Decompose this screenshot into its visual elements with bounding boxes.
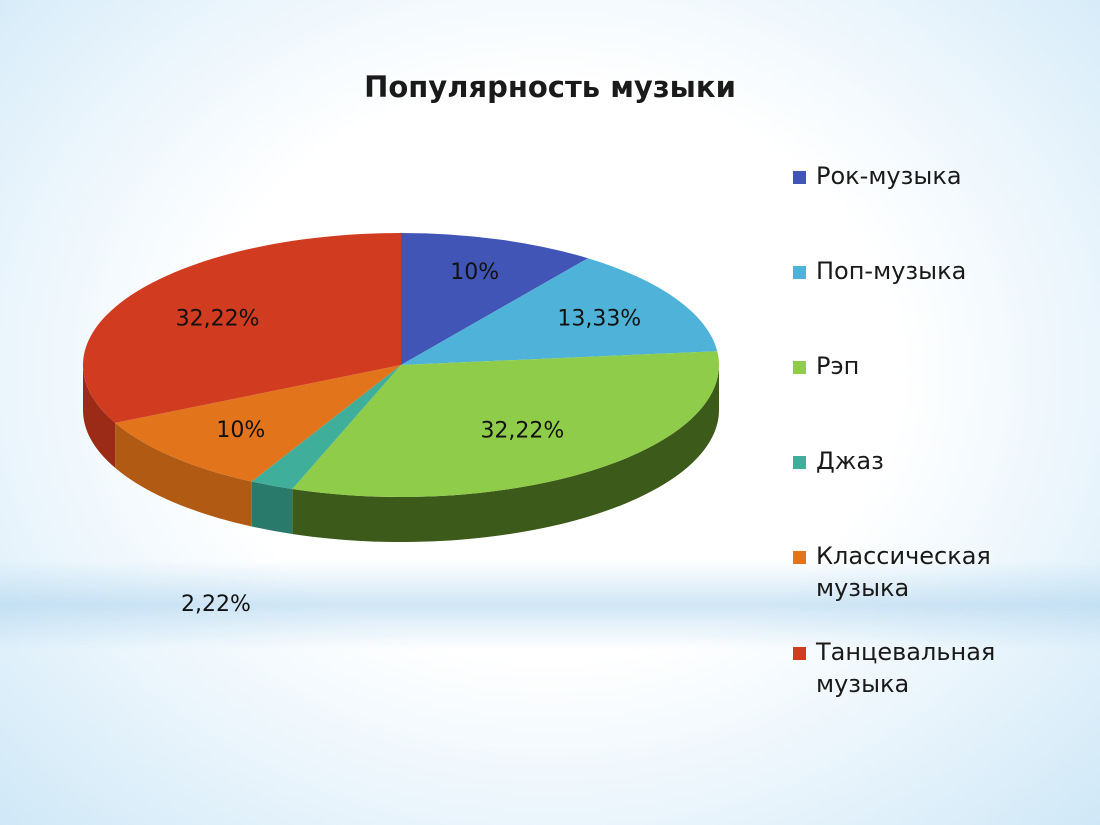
data-label-рэп: 32,22%: [480, 418, 564, 443]
legend-label: Рок-музыка: [816, 162, 962, 190]
legend-label: Поп-музыка: [816, 257, 967, 285]
slice-рок-музыка: [401, 233, 588, 365]
legend-label: Джаз: [816, 447, 884, 475]
legend-item-рэп: Рэп: [793, 350, 1076, 382]
legend-swatch: [793, 266, 806, 279]
data-label-классическая-музыка: 10%: [216, 418, 265, 443]
legend-label: Классическая музыка: [816, 542, 991, 602]
slice-side-танцевальная-музыка: [83, 365, 116, 468]
slice-side-джаз: [251, 481, 293, 535]
legend-swatch: [793, 456, 806, 469]
slice-классическая-музыка: [115, 365, 401, 482]
legend-item-танцевальная-музыка: Танцевальная музыка: [793, 636, 1076, 700]
legend-item-поп-музыка: Поп-музыка: [793, 255, 1076, 287]
data-label-джаз: 2,22%: [181, 592, 251, 617]
legend-label: Рэп: [816, 352, 860, 380]
legend-item-джаз: Джаз: [793, 445, 1076, 477]
legend-swatch: [793, 361, 806, 374]
legend-swatch: [793, 171, 806, 184]
data-label-танцевальная-музыка: 32,22%: [176, 306, 260, 331]
pie-sides: [83, 365, 719, 542]
background-band: [0, 560, 1100, 650]
pie-slices: [82, 233, 719, 498]
legend-label: Танцевальная музыка: [816, 638, 996, 698]
slice-рэп: [292, 351, 719, 498]
slice-поп-музыка: [401, 258, 718, 365]
data-label-поп-музыка: 13,33%: [557, 306, 641, 331]
slice-side-классическая-музыка: [115, 422, 252, 527]
legend-swatch: [793, 551, 806, 564]
pie-data-labels: 10% 13,33% 32,22% 2,22% 10% 32,22%: [176, 260, 642, 617]
chart-title: Популярность музыки: [364, 70, 736, 104]
legend-swatch: [793, 647, 806, 660]
legend-item-классическая-музыка: Классическая музыка: [793, 540, 1076, 604]
slice-side-рэп: [292, 365, 719, 542]
data-label-рок-музыка: 10%: [450, 260, 499, 285]
slice-танцевальная-музыка: [82, 233, 401, 423]
legend-item-рок-музыка: Рок-музыка: [793, 160, 1076, 192]
slice-джаз: [251, 365, 401, 490]
